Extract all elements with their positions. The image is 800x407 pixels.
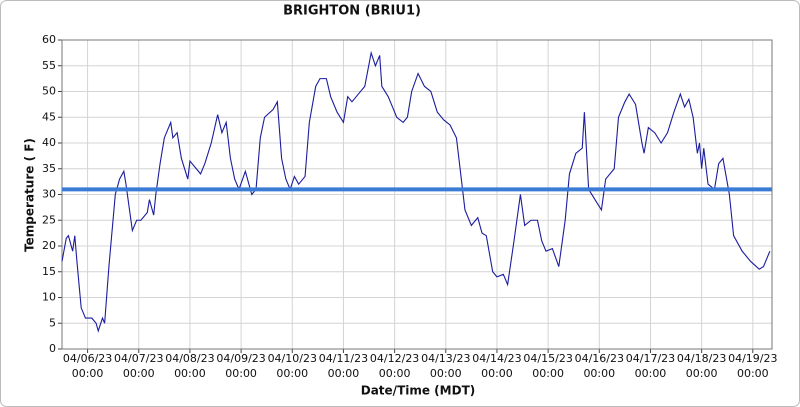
x-tick-date: 04/10/23 [268,352,317,365]
x-tick-time: 00:00 [686,367,718,380]
chart-title: BRIGHTON (BRIU1) [283,4,421,19]
x-tick-date: 04/19/23 [728,352,777,365]
y-tick-label: 15 [42,265,56,278]
x-tick-date: 04/15/23 [523,352,572,365]
y-tick-label: 20 [42,239,56,252]
x-tick-time: 00:00 [532,367,564,380]
y-tick-label: 40 [42,136,56,149]
x-tick-time: 00:00 [737,367,769,380]
x-tick-time: 00:00 [328,367,360,380]
x-tick-date: 04/11/23 [319,352,368,365]
x-tick-time: 00:00 [379,367,411,380]
x-tick-date: 04/06/23 [63,352,112,365]
x-tick-date: 04/09/23 [216,352,265,365]
y-axis-title: Temperature ( F) [23,138,37,252]
x-tick-date: 04/13/23 [421,352,470,365]
x-tick-time: 00:00 [481,367,513,380]
x-tick-date: 04/08/23 [165,352,214,365]
x-tick-date: 04/17/23 [626,352,675,365]
x-tick-time: 00:00 [72,367,104,380]
y-tick-label: 0 [49,342,56,355]
x-tick-date: 04/12/23 [370,352,419,365]
y-tick-label: 35 [42,162,56,175]
plot-border [61,39,773,350]
x-tick-time: 00:00 [174,367,206,380]
x-tick-time: 00:00 [276,367,308,380]
y-tick-label: 45 [42,110,56,123]
y-tick-label: 30 [42,188,56,201]
x-tick-date: 04/07/23 [114,352,163,365]
x-tick-date: 04/16/23 [575,352,624,365]
y-tick-label: 5 [49,316,56,329]
y-tick-label: 10 [42,291,56,304]
y-tick-label: 50 [42,85,56,98]
x-tick-time: 00:00 [225,367,257,380]
x-axis-title: Date/Time (MDT) [361,384,476,398]
data-line [61,50,771,333]
x-tick-date: 04/18/23 [677,352,726,365]
x-tick-time: 00:00 [583,367,615,380]
x-tick-date: 04/14/23 [472,352,521,365]
x-tick-time: 00:00 [430,367,462,380]
y-tick-label: 25 [42,213,56,226]
x-tick-time: 00:00 [123,367,155,380]
y-tick-label: 60 [42,33,56,46]
y-tick-label: 55 [42,59,56,72]
x-tick-time: 00:00 [635,367,667,380]
